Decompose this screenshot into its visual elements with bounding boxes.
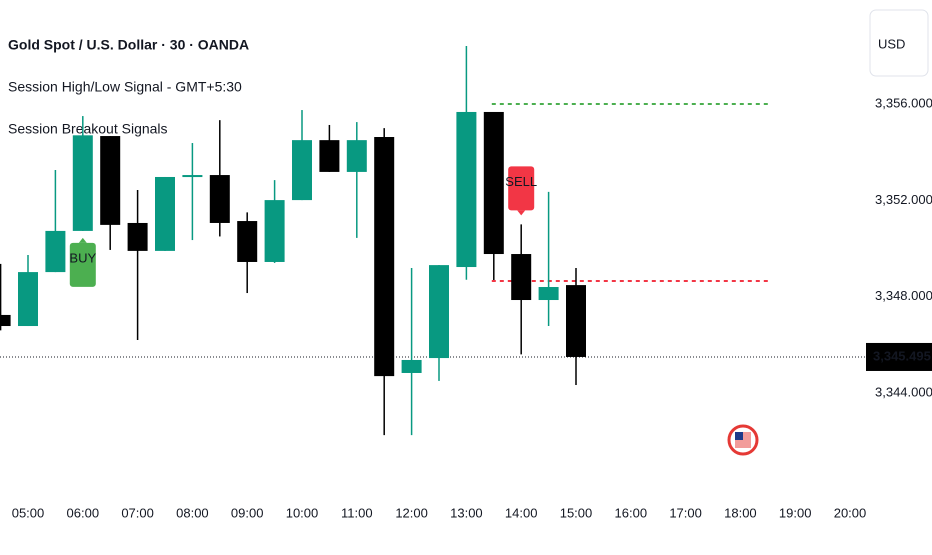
candle-body [209,175,230,223]
candle-body [100,136,121,225]
x-tick-label: 13:00 [450,505,483,520]
x-tick-label: 09:00 [231,505,264,520]
currency-button[interactable] [869,9,929,77]
y-tick-label: 3,352.000 [875,192,932,207]
chart-title: Gold Spot / U.S. Dollar · 30 · OANDA [8,37,249,53]
candle-body [456,111,477,268]
candle-body [182,175,203,178]
x-tick-label: 05:00 [12,505,45,520]
y-tick-label: 3,356.000 [875,95,932,110]
candle-body [155,176,175,251]
x-tick-label: 08:00 [176,505,209,520]
candle-body [429,265,449,359]
candle-body [127,222,148,251]
signal-box [69,242,96,287]
candle-body [319,140,340,172]
candle-body [511,254,532,301]
candle-body [237,221,258,262]
x-tick-label: 14:00 [505,505,538,520]
y-tick-label: 3,344.000 [875,384,932,399]
candle-body [401,359,422,373]
last-price-label: 3,345.495 [873,348,931,363]
currency-label[interactable]: USD [878,36,905,51]
candle-body [566,285,586,357]
x-tick-label: 06:00 [67,505,100,520]
candle-body [264,200,285,262]
last-price-tag [866,342,932,371]
signal-label: SELL [505,174,537,189]
candle-body [374,137,395,377]
candle-body [18,272,38,327]
y-tick-label: 3,348.000 [875,288,932,303]
candle-body [346,140,367,172]
signal-pointer [78,237,87,243]
signal-pointer [517,210,526,216]
flag-icon [727,424,759,456]
signal-label: BUY [69,250,96,265]
candle-body [45,230,66,273]
candle-body [292,140,312,201]
indicator-label: Session Breakout Signals [8,121,168,137]
signal-box [508,166,535,211]
indicator-label: Session High/Low Signal - GMT+5:30 [8,79,242,95]
candle-body [0,314,11,327]
candle-body [483,111,504,255]
x-tick-label: 15:00 [560,505,593,520]
x-tick-label: 10:00 [286,505,319,520]
candle-body [72,135,93,231]
x-tick-label: 19:00 [779,505,812,520]
candle-body [538,287,559,301]
x-tick-label: 07:00 [121,505,154,520]
x-tick-label: 12:00 [395,505,428,520]
x-tick-label: 20:00 [834,505,867,520]
x-tick-label: 16:00 [615,505,648,520]
x-tick-label: 18:00 [724,505,757,520]
x-tick-label: 17:00 [669,505,702,520]
x-tick-label: 11:00 [341,505,373,520]
